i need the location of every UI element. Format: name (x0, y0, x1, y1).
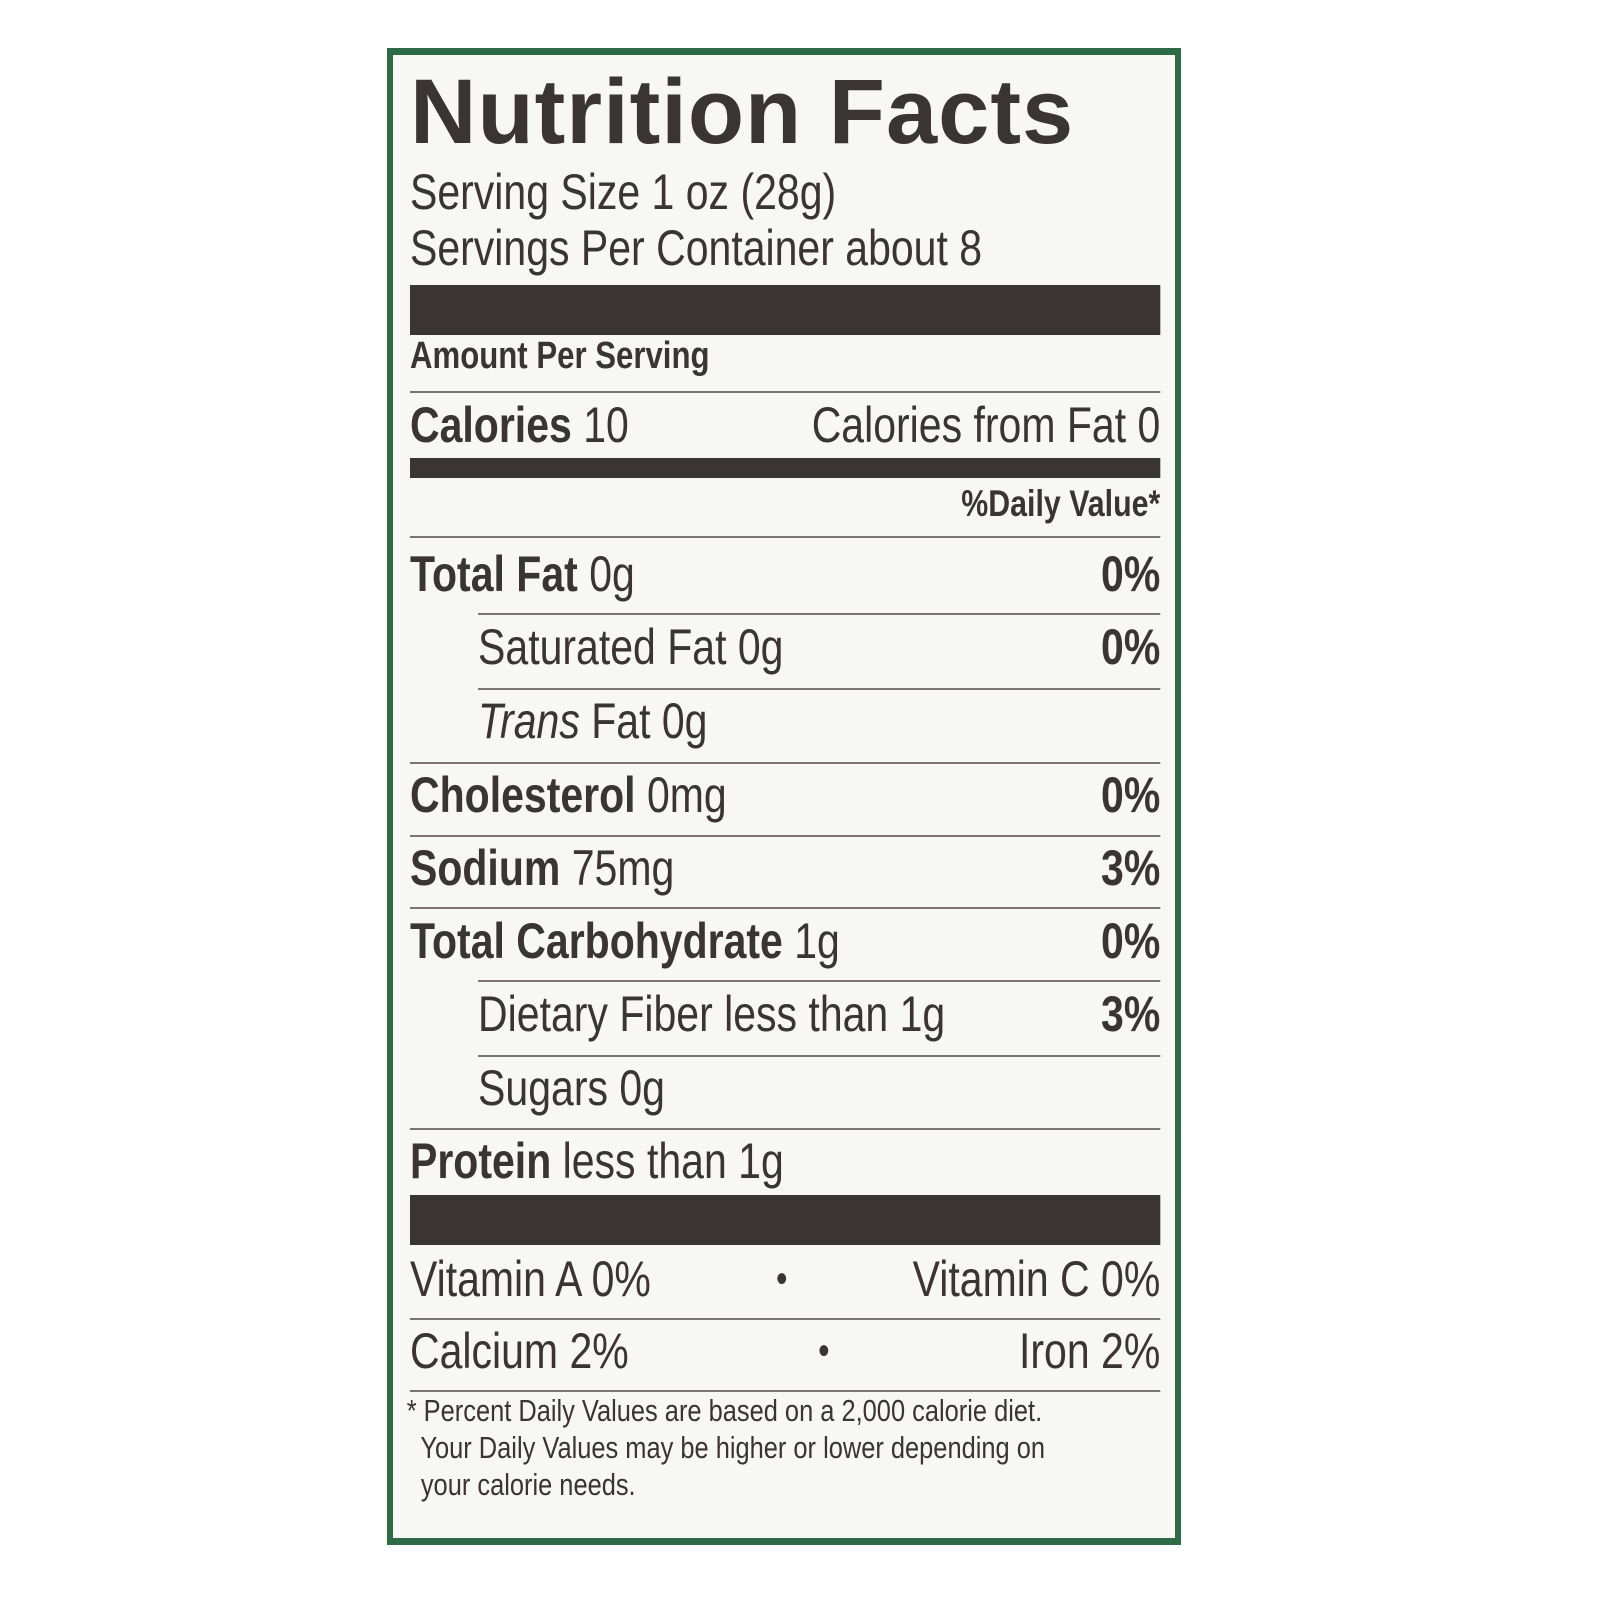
nutrient-amount: 0g (589, 546, 635, 602)
vitamin-right: Iron 2% (1018, 1323, 1161, 1379)
divider (410, 1390, 1161, 1392)
divider (478, 688, 1161, 690)
nutrient-label: Total Carbohydrate (410, 913, 783, 969)
calories-label: Calories (410, 397, 572, 453)
bullet-separator: • (776, 1256, 788, 1301)
vitamin-row: Vitamin A 0% • Vitamin C 0% (410, 1250, 1160, 1308)
nutrient-row-cholesterol: Cholesterol 0mg 0% (410, 767, 1160, 823)
nutrient-row-trans-fat: Trans Fat 0g (478, 693, 1160, 749)
divider (410, 1128, 1161, 1130)
divider (410, 1318, 1161, 1320)
label-body: Serving Size 1 oz (28g) Servings Per Con… (407, 0, 1161, 1600)
serving-size-text: Serving Size 1 oz (28g) (410, 164, 837, 220)
nutrient-dv: 0% (1101, 767, 1161, 823)
nutrient-label: Saturated Fat 0g (478, 619, 784, 675)
amount-per-serving: Amount Per Serving (410, 334, 1160, 377)
daily-value-header: %Daily Value* (410, 483, 1161, 524)
divider (410, 391, 1161, 393)
nutrient-row-sugars: Sugars 0g (478, 1060, 1160, 1116)
nutrient-label: Total Fat (410, 546, 578, 602)
nutrient-dv: 0% (1101, 619, 1161, 675)
servings-text: Servings Per Container about 8 (410, 220, 983, 276)
nutrient-amount: 1g (794, 913, 840, 969)
nutrient-row-protein: Protein less than 1g (410, 1133, 1160, 1189)
calories-from-fat: Calories from Fat 0 (811, 397, 1161, 453)
nutrient-dv: 3% (1101, 840, 1161, 896)
vitamin-row: Calcium 2% • Iron 2% (410, 1322, 1160, 1380)
divider (410, 536, 1161, 538)
nutrient-row-total-carbohydrate: Total Carbohydrate 1g 0% (410, 913, 1160, 969)
nutrient-label: Sodium (410, 840, 561, 896)
vitamin-left: Vitamin A 0% (410, 1251, 651, 1307)
serving-size: Serving Size 1 oz (28g) (410, 164, 1160, 220)
nutrient-row-saturated-fat: Saturated Fat 0g 0% (478, 619, 1160, 675)
nutrient-label: Fat 0g (579, 693, 708, 749)
nutrient-label: Protein (410, 1133, 552, 1189)
daily-value-header-text: %Daily Value* (961, 483, 1161, 524)
footnote-line: your calorie needs. (406, 1467, 636, 1502)
nutrient-amount: 75mg (571, 840, 675, 896)
thick-divider (410, 1195, 1161, 1245)
divider (478, 1055, 1161, 1057)
divider (410, 762, 1161, 764)
vitamin-right: Vitamin C 0% (912, 1251, 1161, 1307)
nutrient-dv: 3% (1101, 986, 1161, 1042)
divider (478, 980, 1161, 982)
nutrient-row-sodium: Sodium 75mg 3% (410, 840, 1160, 896)
nutrient-amount: 0mg (646, 767, 727, 823)
nutrient-dv: 0% (1101, 913, 1161, 969)
nutrient-dv: 0% (1101, 546, 1161, 602)
nutrient-label: Dietary Fiber less than 1g (478, 986, 946, 1042)
calories: Calories 10 (410, 396, 629, 454)
bullet-separator: • (818, 1328, 830, 1373)
nutrient-row-total-fat: Total Fat 0g 0% (410, 546, 1160, 602)
footnote-line: * Percent Daily Values are based on a 2,… (406, 1393, 1043, 1428)
divider (410, 835, 1161, 837)
footnote-line: Your Daily Values may be higher or lower… (406, 1430, 1045, 1465)
nutrient-label: Sugars 0g (478, 1060, 665, 1116)
label-title: Nutrition Facts (410, 61, 1075, 163)
nutrient-amount: less than 1g (562, 1133, 784, 1189)
nutrient-label: Cholesterol (410, 767, 636, 823)
amount-per-serving-text: Amount Per Serving (410, 334, 710, 377)
calories-value: 10 (583, 397, 629, 453)
nutrient-row-dietary-fiber: Dietary Fiber less than 1g 3% (478, 986, 1160, 1042)
servings-per-container: Servings Per Container about 8 (410, 220, 1160, 276)
nutrient-label-italic: Trans (478, 693, 580, 749)
footnote: * Percent Daily Values are based on a 2,… (407, 1392, 1161, 1503)
thick-divider (410, 285, 1161, 335)
medium-divider (410, 458, 1161, 478)
divider (478, 613, 1161, 615)
vitamin-left: Calcium 2% (410, 1323, 629, 1379)
calories-row: Calories 10 Calories from Fat 0 (410, 396, 1161, 454)
divider (410, 907, 1161, 909)
